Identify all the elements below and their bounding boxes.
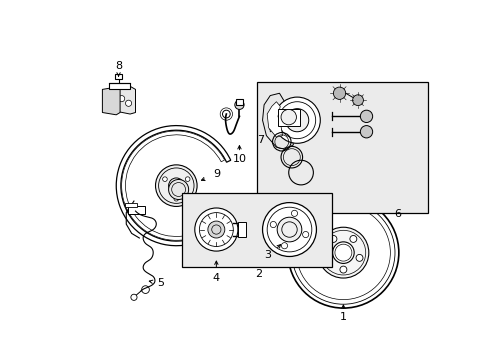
Wedge shape: [122, 131, 224, 240]
Circle shape: [222, 110, 230, 118]
Circle shape: [185, 177, 189, 181]
Text: 9: 9: [212, 169, 220, 179]
Circle shape: [155, 165, 197, 206]
Bar: [277, 109, 299, 126]
Circle shape: [118, 95, 124, 102]
Circle shape: [131, 294, 137, 300]
Circle shape: [329, 235, 336, 242]
Bar: [115, 74, 122, 78]
Circle shape: [125, 100, 131, 106]
Circle shape: [163, 177, 167, 181]
Bar: [257, 82, 427, 213]
Circle shape: [323, 255, 330, 261]
Text: 3: 3: [264, 250, 271, 260]
Circle shape: [270, 221, 276, 228]
Circle shape: [333, 87, 345, 99]
Circle shape: [194, 208, 238, 251]
Circle shape: [234, 100, 244, 109]
Circle shape: [174, 197, 178, 201]
Circle shape: [262, 203, 316, 256]
Bar: [238, 222, 245, 237]
Circle shape: [291, 210, 297, 216]
Circle shape: [287, 197, 398, 308]
Circle shape: [207, 221, 224, 238]
Text: 1: 1: [339, 312, 346, 322]
Circle shape: [332, 242, 353, 264]
Wedge shape: [116, 126, 230, 246]
Text: 10: 10: [232, 154, 246, 164]
Circle shape: [274, 97, 320, 143]
Bar: [125, 203, 137, 207]
Circle shape: [285, 109, 308, 132]
Circle shape: [317, 227, 368, 278]
Polygon shape: [102, 87, 120, 115]
Circle shape: [277, 217, 301, 242]
Circle shape: [212, 224, 220, 232]
Circle shape: [360, 110, 372, 122]
Circle shape: [142, 286, 149, 293]
Bar: [108, 83, 130, 89]
Circle shape: [339, 266, 346, 273]
Polygon shape: [262, 93, 293, 149]
Bar: [127, 206, 144, 214]
Polygon shape: [115, 86, 135, 114]
Circle shape: [302, 231, 308, 238]
Text: 2: 2: [255, 269, 262, 279]
Text: 5: 5: [157, 278, 164, 288]
Circle shape: [212, 214, 220, 222]
Text: 6: 6: [393, 209, 400, 219]
Text: 4: 4: [212, 273, 220, 283]
Polygon shape: [266, 102, 282, 137]
Circle shape: [360, 126, 372, 138]
Circle shape: [281, 243, 287, 249]
Circle shape: [168, 180, 188, 199]
Circle shape: [349, 235, 356, 242]
Bar: [235, 99, 243, 105]
Bar: [182, 193, 331, 266]
Text: 7: 7: [257, 135, 264, 145]
Circle shape: [281, 109, 296, 125]
Circle shape: [352, 95, 363, 105]
Text: 8: 8: [115, 61, 122, 71]
Circle shape: [355, 255, 362, 261]
